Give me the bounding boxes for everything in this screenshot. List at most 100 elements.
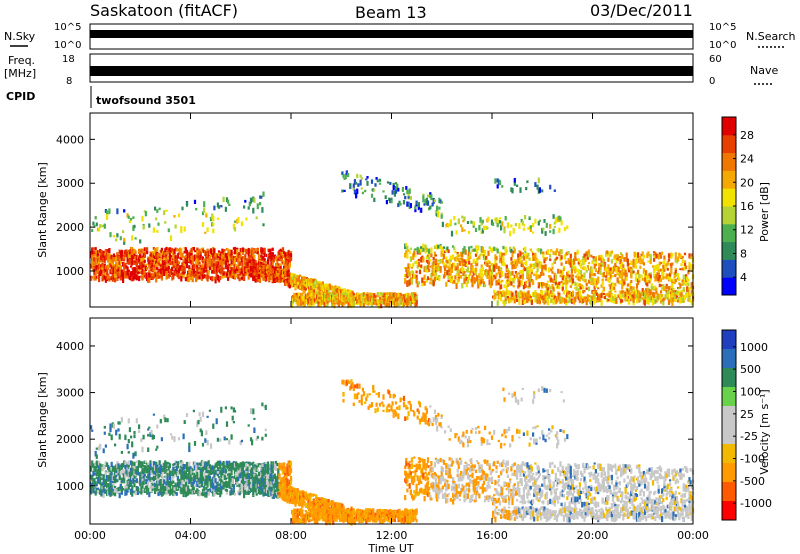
- data-cell: [598, 267, 601, 272]
- data-cell: [131, 261, 134, 266]
- data-cell: [520, 293, 523, 297]
- data-cell: [646, 279, 649, 284]
- data-cell: [166, 250, 169, 255]
- data-cell: [632, 286, 635, 292]
- data-cell: [615, 266, 618, 269]
- data-cell: [554, 257, 557, 261]
- data-cell: [440, 250, 443, 257]
- data-cell: [550, 293, 553, 298]
- data-cell: [222, 267, 225, 270]
- data-cell: [500, 284, 503, 290]
- data-cell: [485, 272, 488, 277]
- data-cell: [541, 251, 544, 255]
- data-cell: [579, 263, 583, 269]
- data-cell: [384, 292, 387, 298]
- data-cell: [92, 463, 95, 468]
- data-cell: [641, 297, 644, 300]
- data-cell: [430, 253, 433, 258]
- data-cell: [609, 297, 612, 301]
- data-cell: [526, 298, 529, 304]
- data-cell: [112, 265, 115, 270]
- data-cell: [466, 253, 470, 260]
- data-cell: [590, 295, 593, 299]
- data-cell: [316, 282, 319, 285]
- data-cell: [264, 272, 267, 276]
- data-cell: [493, 295, 496, 299]
- data-cell: [392, 299, 395, 306]
- data-cell: [625, 287, 628, 294]
- data-cell: [430, 277, 433, 282]
- data-cell: [586, 265, 589, 269]
- data-cell: [302, 280, 305, 286]
- data-cell: [690, 266, 693, 273]
- data-cell: [243, 272, 246, 276]
- data-cell: [229, 265, 232, 271]
- data-cell: [533, 265, 536, 268]
- data-cell: [634, 276, 637, 282]
- data-cell: [474, 253, 478, 257]
- data-cell: [107, 468, 110, 474]
- data-cell: [102, 485, 105, 491]
- data-cell: [221, 273, 224, 279]
- data-cell: [116, 233, 119, 238]
- data-cell: [167, 260, 170, 264]
- data-cell: [220, 259, 223, 266]
- data-cell: [554, 278, 557, 285]
- data-cell: [220, 251, 223, 257]
- data-cell: [593, 287, 596, 293]
- data-cell: [303, 287, 306, 294]
- data-cell: [657, 277, 660, 281]
- data-cell: [235, 248, 238, 252]
- data-cell: [565, 277, 568, 283]
- data-cell: [101, 482, 104, 485]
- data-cell: [541, 269, 544, 273]
- data-cell: [215, 266, 218, 273]
- data-cell: [641, 258, 644, 264]
- data-cell: [94, 254, 97, 259]
- data-cell: [120, 491, 123, 495]
- data-cell: [590, 266, 593, 272]
- data-cell: [321, 301, 324, 305]
- data-cell: [503, 228, 506, 234]
- data-cell: [436, 267, 439, 272]
- data-cell: [532, 231, 535, 234]
- data-cell: [546, 286, 549, 292]
- data-cell: [103, 260, 106, 264]
- data-cell: [267, 275, 270, 278]
- data-cell: [563, 275, 567, 279]
- data-cell: [493, 290, 496, 294]
- data-cell: [559, 216, 562, 222]
- data-cell: [128, 259, 131, 263]
- data-cell: [567, 270, 570, 274]
- data-cell: [308, 286, 311, 293]
- data-cell: [674, 257, 677, 263]
- data-cell: [169, 260, 173, 266]
- data-cell: [174, 263, 177, 268]
- data-cell: [332, 299, 335, 305]
- data-cell: [91, 474, 94, 480]
- data-cell: [164, 248, 167, 253]
- data-cell: [126, 256, 129, 260]
- data-cell: [458, 269, 462, 274]
- data-cell: [177, 213, 181, 218]
- data-cell: [302, 295, 305, 302]
- data-cell: [504, 295, 507, 299]
- data-cell: [455, 283, 458, 289]
- data-cell: [679, 268, 682, 271]
- data-cell: [321, 281, 324, 286]
- data-cell: [577, 269, 580, 275]
- data-cell: [576, 274, 579, 279]
- data-cell: [601, 263, 604, 267]
- data-cell: [207, 253, 210, 257]
- data-cell: [278, 275, 281, 279]
- data-cell: [110, 490, 113, 496]
- data-cell: [552, 251, 555, 256]
- data-cell: [540, 271, 543, 276]
- data-cell: [452, 245, 455, 248]
- data-cell: [682, 300, 685, 303]
- data-cell: [662, 284, 665, 290]
- data-cell: [474, 245, 478, 249]
- data-cell: [638, 277, 641, 281]
- data-cell: [333, 302, 336, 309]
- data-cell: [392, 295, 395, 301]
